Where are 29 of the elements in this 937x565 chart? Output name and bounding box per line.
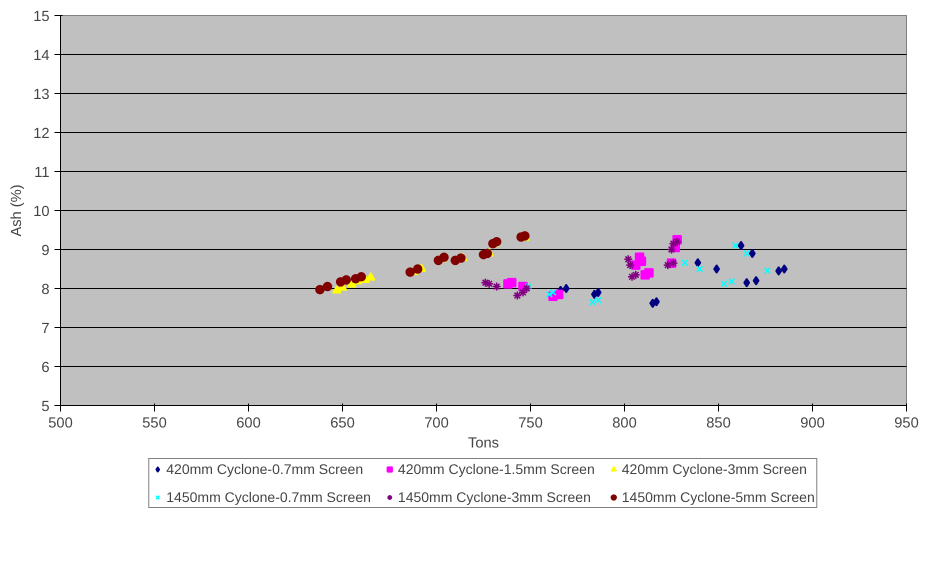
legend-label: 1450mm Cyclone-5mm Screen — [622, 489, 815, 505]
y-tick-label: 5 — [41, 399, 50, 415]
y-axis-title: Ash (%) — [9, 184, 26, 237]
y-tick-label: 7 — [41, 321, 50, 337]
x-tick-label: 750 — [518, 416, 543, 432]
x-tick-label: 800 — [612, 416, 637, 432]
legend-label: 1450mm Cyclone-0.7mm Screen — [166, 489, 371, 505]
y-tick-label: 15 — [33, 9, 50, 25]
y-tick-label: 8 — [41, 282, 50, 298]
y-tick-label: 12 — [33, 126, 50, 142]
x-tick-label: 500 — [48, 416, 73, 432]
x-tick-label: 550 — [142, 416, 167, 432]
y-tick-label: 10 — [33, 204, 50, 220]
legend-label: 420mm Cyclone-0.7mm Screen — [166, 461, 364, 477]
legend-label: 1450mm Cyclone-3mm Screen — [398, 489, 591, 505]
x-tick-label: 950 — [894, 416, 919, 432]
y-tick-label: 13 — [33, 87, 50, 103]
x-tick-label: 600 — [236, 416, 261, 432]
x-tick-label: 650 — [330, 416, 355, 432]
x-tick-label: 700 — [424, 416, 449, 432]
y-tick-label: 6 — [41, 360, 50, 376]
legend-label: 420mm Cyclone-3mm Screen — [622, 461, 807, 477]
x-axis-title: Tons — [468, 436, 499, 452]
legend-label: 420mm Cyclone-1.5mm Screen — [398, 461, 595, 477]
y-tick-label: 14 — [33, 48, 50, 64]
y-tick-label: 11 — [34, 165, 50, 181]
y-tick-label: 9 — [41, 243, 50, 259]
x-tick-label: 850 — [706, 416, 731, 432]
x-tick-label: 900 — [800, 416, 825, 432]
